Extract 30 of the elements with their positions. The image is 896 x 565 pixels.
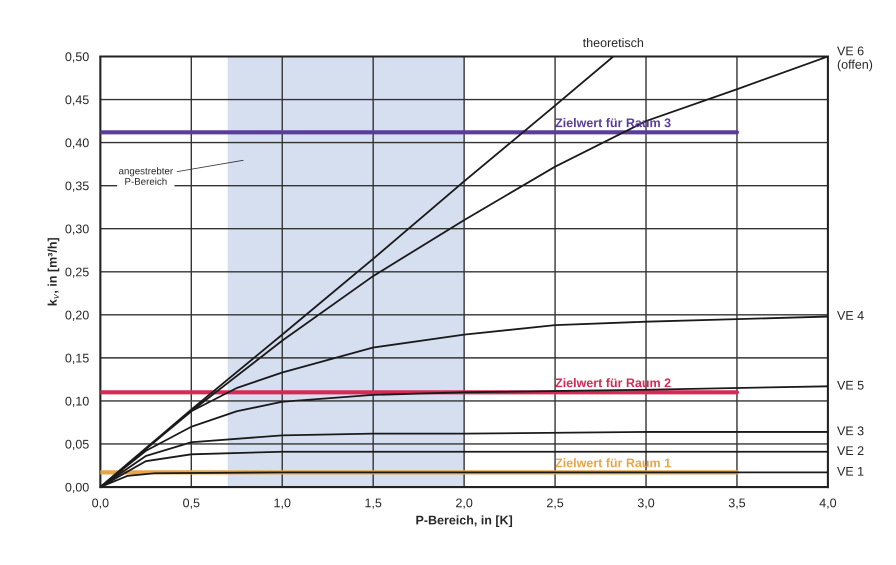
x-tick-label: 4,0 bbox=[820, 498, 836, 509]
y-tick-label: 0,10 bbox=[65, 396, 89, 408]
x-tick-label: 0,5 bbox=[183, 498, 200, 509]
y-tick-label: 0,45 bbox=[65, 95, 89, 106]
y-tick-label: 0,20 bbox=[65, 310, 89, 321]
y-tick-label: 0,30 bbox=[65, 224, 89, 235]
x-tick-label: 3,5 bbox=[728, 498, 746, 509]
series-label: theoretisch bbox=[582, 38, 644, 48]
x-axis-title: P-Bereich, in [K] bbox=[416, 515, 512, 527]
x-tick-label: 1,5 bbox=[365, 498, 382, 509]
x-tick-label: 3,0 bbox=[638, 498, 654, 509]
series-label: VE 5 bbox=[837, 380, 864, 390]
y-tick-label: 0,25 bbox=[65, 268, 89, 278]
series-label: VE 6 (offen) bbox=[837, 46, 872, 72]
series-label: VE 3 bbox=[837, 426, 864, 436]
y-tick-label: 0,00 bbox=[65, 482, 89, 494]
series-label: VE 1 bbox=[837, 467, 864, 476]
y-tick-label: 0,50 bbox=[65, 52, 89, 63]
series-label: VE 4 bbox=[837, 311, 864, 320]
x-tick-label: 0,0 bbox=[92, 498, 109, 509]
y-tick-label: 0,40 bbox=[65, 138, 89, 149]
y-tick-label: 0,05 bbox=[65, 440, 89, 450]
y-tick-label: 0,15 bbox=[65, 354, 89, 364]
band-label: angestrebter P-Bereich bbox=[118, 167, 173, 185]
x-tick-label: 2,5 bbox=[547, 498, 564, 509]
series-label: VE 2 bbox=[837, 446, 864, 455]
y-tick-label: 0,35 bbox=[65, 181, 89, 192]
y-axis-title: k$_{v}$, in [m³/h] bbox=[48, 238, 60, 306]
x-tick-label: 1,0 bbox=[274, 498, 290, 509]
x-tick-label: 2,0 bbox=[456, 498, 472, 509]
